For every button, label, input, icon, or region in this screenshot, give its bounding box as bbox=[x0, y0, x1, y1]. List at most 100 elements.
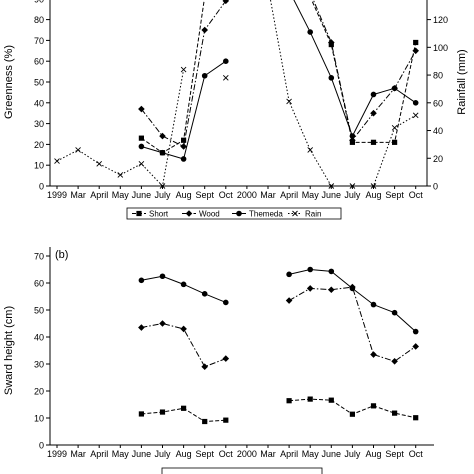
y-tick-label: 80 bbox=[34, 15, 44, 25]
data-point bbox=[285, 297, 293, 304]
x-tick-label: 2000 bbox=[237, 190, 257, 200]
series-line bbox=[141, 0, 227, 148]
x-tick-label: July bbox=[154, 449, 171, 459]
data-point bbox=[328, 39, 335, 46]
x-tick-label: April bbox=[90, 190, 108, 200]
data-point bbox=[412, 328, 419, 335]
x-tick-label: July bbox=[154, 190, 171, 200]
data-point bbox=[180, 143, 187, 150]
series-rain bbox=[54, 0, 419, 189]
data-point bbox=[180, 156, 187, 162]
data-point bbox=[222, 355, 230, 362]
data-point bbox=[138, 143, 145, 150]
data-point bbox=[413, 39, 419, 46]
data-point bbox=[201, 363, 208, 370]
data-point bbox=[75, 147, 81, 153]
y-tick-label: 70 bbox=[34, 252, 44, 262]
data-point bbox=[328, 183, 335, 189]
data-point bbox=[159, 149, 166, 156]
data-point bbox=[306, 285, 314, 292]
legend-label-wood: Wood bbox=[199, 210, 220, 219]
legend-box bbox=[161, 467, 323, 474]
data-point bbox=[180, 325, 187, 333]
data-point bbox=[138, 411, 144, 417]
data-point bbox=[286, 398, 292, 404]
data-point bbox=[159, 273, 166, 280]
y-tick-label: 60 bbox=[34, 279, 44, 289]
x-tick-label: Aug bbox=[176, 190, 192, 200]
data-point bbox=[412, 343, 419, 350]
data-point bbox=[223, 299, 229, 306]
data-point bbox=[349, 136, 356, 144]
data-point bbox=[370, 403, 377, 409]
x-tick-label: April bbox=[90, 449, 108, 459]
legend-marker bbox=[236, 210, 242, 217]
x-tick-label: June bbox=[132, 449, 152, 459]
data-point bbox=[138, 135, 144, 141]
data-point bbox=[201, 26, 208, 34]
y-tick-label: 20 bbox=[34, 387, 44, 397]
data-point bbox=[138, 277, 145, 284]
x-tick-label: May bbox=[302, 190, 320, 200]
x-tick-label: Mar bbox=[260, 190, 276, 200]
x-tick-label: Sept bbox=[385, 449, 404, 459]
data-point bbox=[391, 309, 398, 316]
data-point bbox=[328, 268, 335, 275]
x-tick-label: Mar bbox=[260, 449, 276, 459]
series-line bbox=[141, 0, 205, 154]
data-point bbox=[117, 172, 124, 178]
data-point bbox=[286, 271, 292, 278]
data-point bbox=[349, 411, 355, 417]
data-point bbox=[412, 47, 419, 55]
data-point bbox=[307, 266, 314, 273]
data-point bbox=[138, 105, 145, 113]
series-line bbox=[288, 286, 416, 362]
legend-marker bbox=[136, 210, 142, 217]
data-point bbox=[180, 281, 187, 288]
x-tick-label: July bbox=[344, 449, 361, 459]
data-point bbox=[328, 286, 335, 294]
data-point bbox=[391, 358, 398, 365]
y2-tick-label: 80 bbox=[433, 71, 443, 81]
series-line bbox=[293, 0, 416, 138]
series-series-2 bbox=[138, 283, 419, 370]
data-point bbox=[370, 139, 377, 145]
y-tick-label: 10 bbox=[34, 161, 44, 171]
panel-a: 0102030405060708090020406080100120140199… bbox=[3, 0, 468, 200]
data-point bbox=[159, 183, 166, 189]
data-point bbox=[349, 285, 356, 292]
series-line bbox=[312, 0, 417, 142]
x-tick-label: Sept bbox=[195, 190, 214, 200]
series-line bbox=[311, 0, 417, 143]
y-tick-label: 40 bbox=[34, 333, 44, 343]
data-point bbox=[328, 75, 335, 81]
y-axis-label: Greenness (%) bbox=[3, 45, 15, 119]
y-tick-label: 90 bbox=[34, 0, 44, 4]
data-point bbox=[391, 85, 398, 92]
x-tick-label: 1999 bbox=[47, 449, 67, 459]
x-tick-label: May bbox=[302, 449, 320, 459]
data-point bbox=[180, 66, 187, 73]
x-tick-label: Mar bbox=[70, 190, 86, 200]
x-tick-label: June bbox=[132, 190, 152, 200]
data-point bbox=[370, 183, 377, 189]
data-point bbox=[54, 158, 60, 164]
data-point bbox=[222, 75, 229, 81]
y2-tick-label: 100 bbox=[433, 43, 448, 53]
legend-panel-a: Short Wood Themeda Rain bbox=[126, 207, 342, 220]
data-point bbox=[370, 91, 377, 98]
y-tick-label: 30 bbox=[34, 360, 44, 370]
data-point bbox=[370, 351, 377, 358]
x-tick-label: 2000 bbox=[237, 449, 257, 459]
x-tick-label: Aug bbox=[365, 190, 381, 200]
data-point bbox=[159, 409, 166, 415]
legend-label-themeda: Themeda bbox=[249, 210, 283, 219]
x-tick-label: 1999 bbox=[47, 190, 67, 200]
data-point bbox=[201, 72, 208, 79]
data-point bbox=[370, 301, 377, 308]
y-tick-label: 50 bbox=[34, 306, 44, 316]
y2-tick-label: 40 bbox=[433, 126, 443, 136]
data-point bbox=[138, 160, 145, 167]
data-point bbox=[307, 147, 314, 153]
